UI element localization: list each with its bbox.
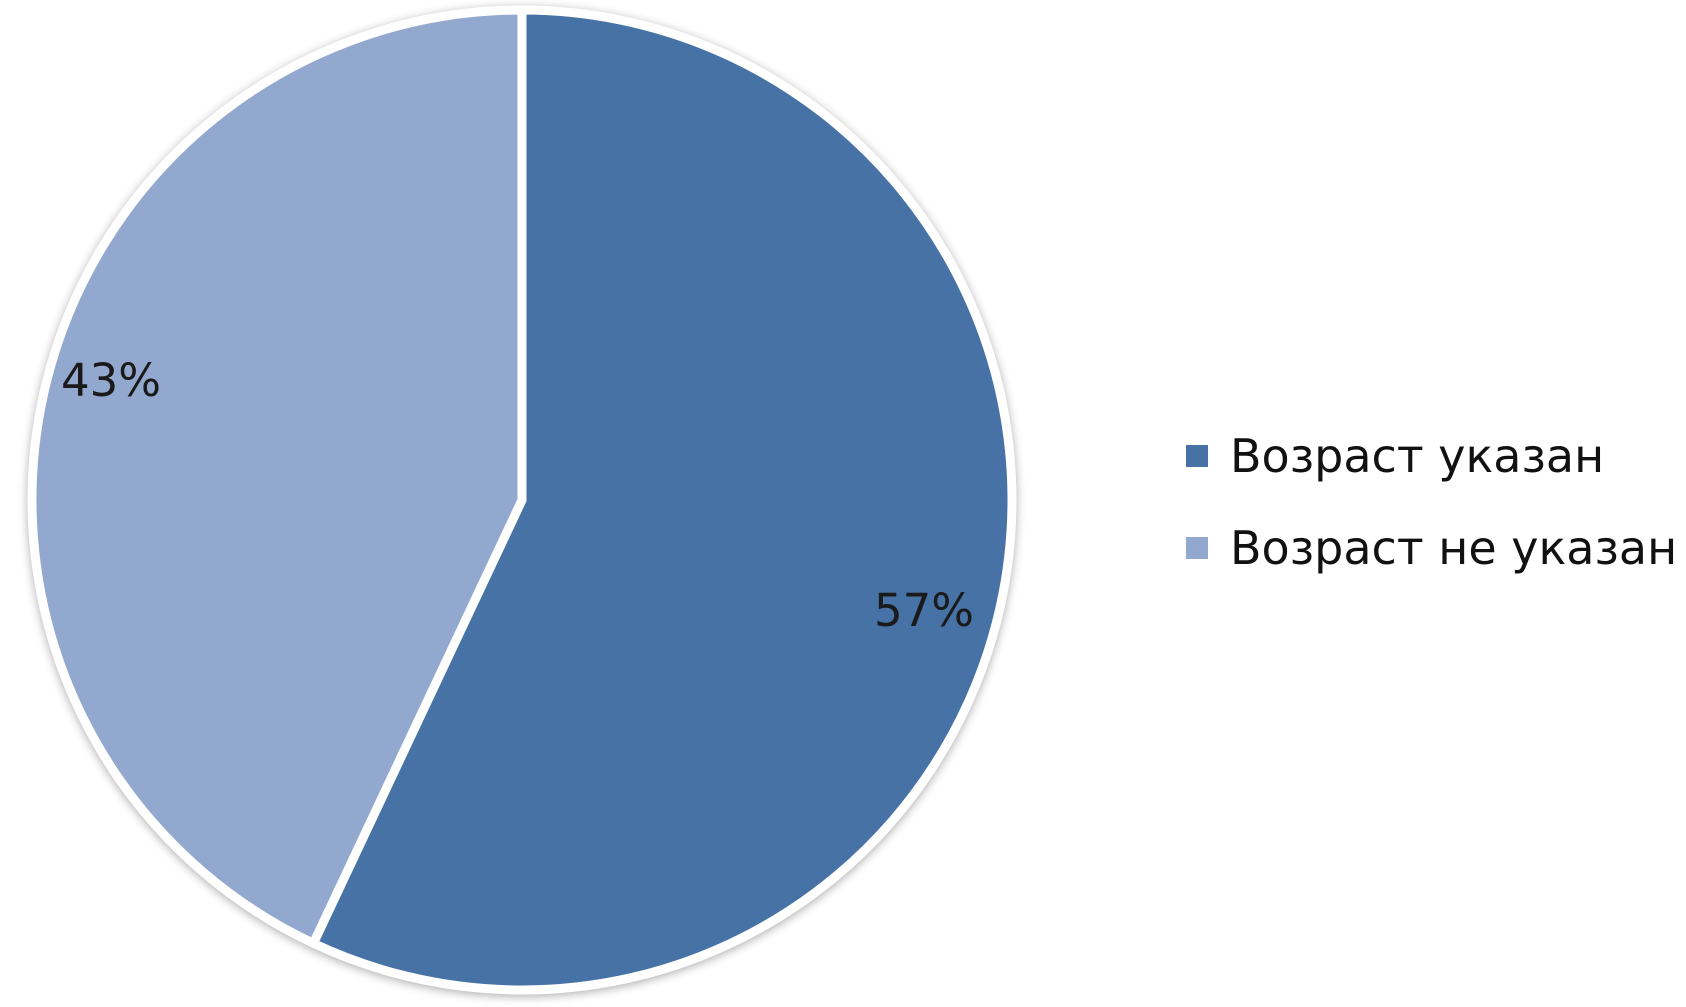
legend-label-age-specified: Возраст указан [1230, 429, 1605, 483]
data-label-age-specified: 57% [874, 584, 974, 637]
legend-item-age-specified[interactable]: Возраст указан [1186, 429, 1677, 483]
legend: Возраст указан Возраст не указан [1186, 429, 1678, 575]
pie-slice-age-not-specified[interactable] [27, 5, 527, 950]
pie-slice-age-specified[interactable] [307, 5, 1017, 995]
legend-swatch-age-specified [1186, 445, 1208, 467]
pie-slices [27, 5, 1017, 995]
legend-label-age-not-specified: Возраст не указан [1230, 521, 1678, 575]
legend-swatch-age-not-specified [1186, 537, 1208, 559]
data-label-age-not-specified: 43% [61, 354, 161, 407]
legend-item-age-not-specified[interactable]: Возраст не указан [1186, 521, 1678, 575]
